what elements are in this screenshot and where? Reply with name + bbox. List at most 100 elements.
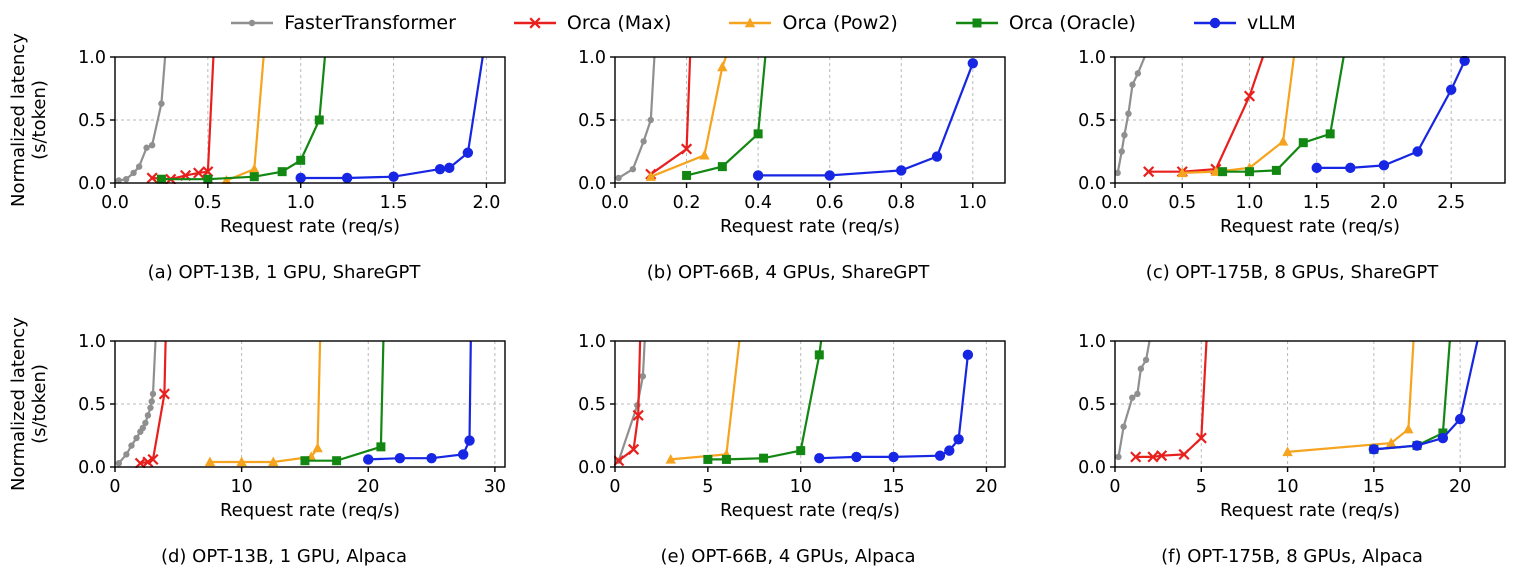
chart-b: 0.0 0.2 0.4 0.6 0.8 1.0 0.0 0.5 1.0 Request rate … <box>560 48 1013 242</box>
legend-item: Orca (Max) <box>512 12 672 34</box>
svg-text:1.0: 1.0 <box>578 48 606 68</box>
chart-f: 0 5 10 15 20 0.0 0.5 1.0 Request rate (req/s) <box>1060 332 1513 526</box>
line-chart: 0 5 10 15 20 0.0 0.5 1.0 Request rate (req/s) <box>578 332 1006 521</box>
svg-text:1.0: 1.0 <box>959 193 987 213</box>
triangle-marker-icon <box>729 17 772 28</box>
svg-text:2.0: 2.0 <box>473 193 501 213</box>
legend-label: FasterTransformer <box>284 12 456 34</box>
legend-item: Orca (Pow2) <box>727 12 898 34</box>
dot-marker-icon <box>231 19 274 27</box>
svg-text:0.5: 0.5 <box>78 111 106 131</box>
line-chart: 0 10 20 30 0.0 0.5 1.0 Request rate (req/s) <box>78 332 506 521</box>
subplot-a: Normalized latency (s/token) 0.0 0.5 1.0 1.5… <box>0 33 508 283</box>
svg-text:Request rate (req/s): Request rate (req/s) <box>1220 500 1400 521</box>
svg-text:0.2: 0.2 <box>673 193 701 213</box>
sharegpt-row: Normalized latency (s/token) 0.0 0.5 1.0 1.5… <box>0 33 1525 283</box>
y-axis-label-text: Normalized latency <box>8 33 29 207</box>
svg-text:2.0: 2.0 <box>1370 193 1398 213</box>
svg-text:0.0: 0.0 <box>578 458 606 478</box>
x-marker-icon <box>513 17 556 29</box>
subplot-caption-e: (e) OPT-66B, 4 GPUs, Alpaca <box>660 546 916 567</box>
legend-label: Orca (Oracle) <box>1008 12 1136 34</box>
svg-text:0.5: 0.5 <box>1168 193 1196 213</box>
svg-text:5: 5 <box>702 477 713 497</box>
svg-text:Request rate (req/s): Request rate (req/s) <box>1220 216 1400 237</box>
svg-text:10: 10 <box>790 477 812 497</box>
subplot-caption-f: (f) OPT-175B, 8 GPUs, Alpaca <box>1161 546 1423 567</box>
subplot-caption-d: (d) OPT-13B, 1 GPU, Alpaca <box>160 546 408 567</box>
svg-text:1.0: 1.0 <box>78 48 106 68</box>
svg-text:Request rate (req/s): Request rate (req/s) <box>220 216 400 237</box>
svg-text:1.0: 1.0 <box>78 332 106 352</box>
subplot-caption-c: (c) OPT-175B, 8 GPUs, ShareGPT <box>1145 262 1439 283</box>
svg-text:0.8: 0.8 <box>887 193 915 213</box>
svg-text:15: 15 <box>1363 477 1385 497</box>
svg-text:Request rate (req/s): Request rate (req/s) <box>720 216 900 237</box>
svg-text:20: 20 <box>975 477 997 497</box>
chart-c: 0.0 0.5 1.0 1.5 2.0 2.5 0.0 0.5 1.0 Request rate … <box>1060 48 1513 242</box>
svg-text:0: 0 <box>609 477 620 497</box>
y-axis-label-units: (s/token) <box>29 80 51 160</box>
svg-text:0.6: 0.6 <box>816 193 844 213</box>
legend-item: FasterTransformer <box>229 12 456 34</box>
svg-text:5: 5 <box>1196 477 1207 497</box>
svg-text:10: 10 <box>230 477 252 497</box>
svg-text:20: 20 <box>357 477 379 497</box>
legend-item: vLLM <box>1192 12 1296 34</box>
line-chart: 0 5 10 15 20 0.0 0.5 1.0 Request rate (req/s) <box>1078 332 1506 521</box>
svg-text:1.0: 1.0 <box>1236 193 1264 213</box>
circle-marker-icon <box>1193 17 1236 29</box>
svg-text:0: 0 <box>109 477 120 497</box>
subplot-caption-a: (a) OPT-13B, 1 GPU, ShareGPT <box>147 262 421 283</box>
svg-text:2.5: 2.5 <box>1437 193 1465 213</box>
svg-text:1.5: 1.5 <box>1303 193 1331 213</box>
legend-label: Orca (Pow2) <box>782 12 898 34</box>
alpaca-row: Normalized latency (s/token) 0 10 20 30 0.0 0.… <box>0 317 1525 567</box>
subplot-caption-b: (b) OPT-66B, 4 GPUs, ShareGPT <box>646 262 930 283</box>
legend-item: Orca (Oracle) <box>954 12 1136 34</box>
line-chart: 0.0 0.5 1.0 1.5 2.0 0.0 0.5 1.0 Request rate (re… <box>78 48 506 237</box>
svg-text:0.0: 0.0 <box>601 193 629 213</box>
svg-text:0.5: 0.5 <box>1078 395 1106 415</box>
svg-text:0.0: 0.0 <box>1078 458 1106 478</box>
chart-legend: FasterTransformer Orca (Max) Orca (Pow2) Or… <box>0 0 1525 44</box>
svg-text:0.5: 0.5 <box>194 193 222 213</box>
svg-text:0.0: 0.0 <box>1078 174 1106 194</box>
legend-label: vLLM <box>1246 12 1296 34</box>
y-axis-label: Normalized latency (s/token) <box>0 317 60 522</box>
subplot-b: 0.0 0.2 0.4 0.6 0.8 1.0 0.0 0.5 1.0 Request rate … <box>508 48 1016 283</box>
line-chart: 0.0 0.5 1.0 1.5 2.0 2.5 0.0 0.5 1.0 Request rate … <box>1078 48 1506 237</box>
subplot-e: 0 5 10 15 20 0.0 0.5 1.0 Request rate (req/s) (e… <box>508 332 1016 567</box>
y-axis-label-units: (s/token) <box>29 364 51 444</box>
subplot-c: 0.0 0.5 1.0 1.5 2.0 2.5 0.0 0.5 1.0 Request rate … <box>1016 48 1524 283</box>
subplot-d: Normalized latency (s/token) 0 10 20 30 0.0 0.… <box>0 317 508 567</box>
svg-text:0.5: 0.5 <box>578 111 606 131</box>
svg-text:1.0: 1.0 <box>578 332 606 352</box>
y-axis-label: Normalized latency (s/token) <box>0 33 60 238</box>
svg-text:0.0: 0.0 <box>78 174 106 194</box>
svg-text:1.0: 1.0 <box>287 193 315 213</box>
svg-text:0.5: 0.5 <box>1078 111 1106 131</box>
chart-a: 0.0 0.5 1.0 1.5 2.0 0.0 0.5 1.0 Request rate (re… <box>60 48 513 242</box>
svg-text:0.5: 0.5 <box>78 395 106 415</box>
chart-d: 0 10 20 30 0.0 0.5 1.0 Request rate (req/s) <box>60 332 513 526</box>
svg-text:0.0: 0.0 <box>1101 193 1129 213</box>
line-chart: 0.0 0.2 0.4 0.6 0.8 1.0 0.0 0.5 1.0 Request rate … <box>578 48 1006 237</box>
svg-text:0: 0 <box>1109 477 1120 497</box>
svg-text:1.0: 1.0 <box>1078 332 1106 352</box>
svg-text:Request rate (req/s): Request rate (req/s) <box>220 500 400 521</box>
square-marker-icon <box>955 18 998 28</box>
svg-text:30: 30 <box>484 477 506 497</box>
svg-text:0.0: 0.0 <box>78 458 106 478</box>
svg-text:0.0: 0.0 <box>578 174 606 194</box>
svg-text:15: 15 <box>882 477 904 497</box>
svg-text:20: 20 <box>1449 477 1471 497</box>
y-axis-label-text: Normalized latency <box>8 317 29 491</box>
svg-text:0.4: 0.4 <box>744 193 772 213</box>
svg-text:1.0: 1.0 <box>1078 48 1106 68</box>
legend-label: Orca (Max) <box>566 12 672 34</box>
svg-text:Request rate (req/s): Request rate (req/s) <box>720 500 900 521</box>
svg-text:0.5: 0.5 <box>578 395 606 415</box>
svg-text:1.5: 1.5 <box>380 193 408 213</box>
svg-text:0.0: 0.0 <box>101 193 129 213</box>
